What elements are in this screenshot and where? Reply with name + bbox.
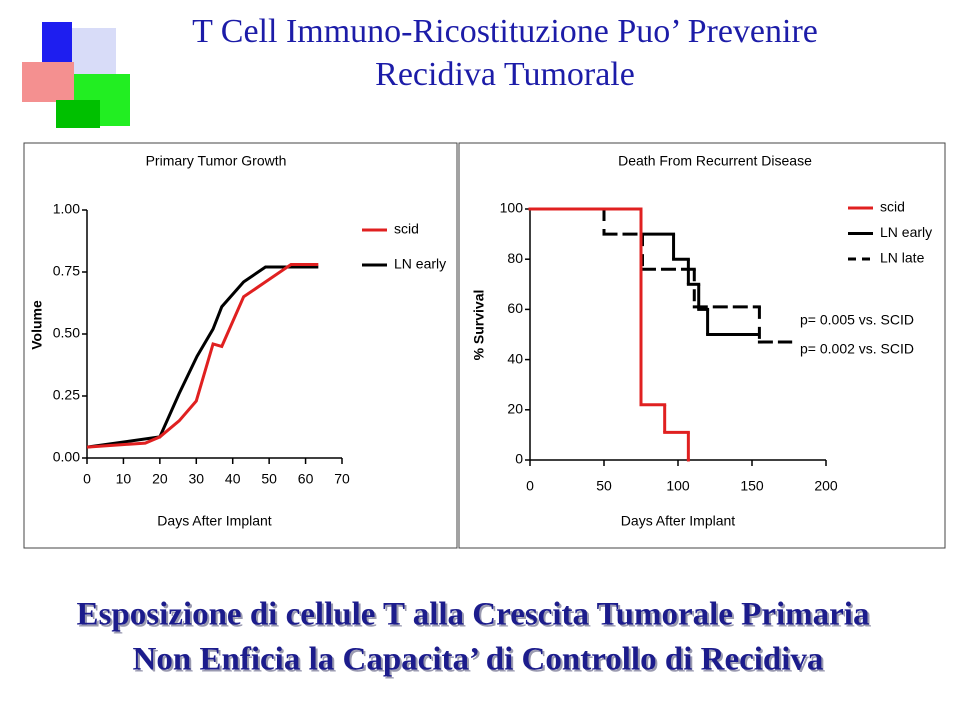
chart-title: Primary Tumor Growth xyxy=(146,153,287,169)
x-tick-label: 30 xyxy=(188,471,204,487)
y-tick-label: 0.50 xyxy=(53,325,80,341)
x-axis-label: Days After Implant xyxy=(621,513,735,529)
x-tick-label: 0 xyxy=(83,471,91,487)
x-tick-label: 20 xyxy=(152,471,168,487)
deco-square xyxy=(22,62,74,102)
legend-label: LN early xyxy=(880,224,932,240)
legend-label: scid xyxy=(394,221,419,237)
y-tick-label: 0.25 xyxy=(53,387,80,403)
y-tick-label: 80 xyxy=(507,250,523,266)
x-tick-label: 10 xyxy=(116,471,132,487)
x-tick-label: 0 xyxy=(526,478,534,494)
y-tick-label: 20 xyxy=(507,401,523,417)
deco-square xyxy=(42,22,72,66)
deco-square xyxy=(72,28,116,80)
legend-label: LN late xyxy=(880,250,925,266)
annotation: p= 0.002 vs. SCID xyxy=(800,341,914,357)
x-tick-label: 100 xyxy=(666,478,690,494)
y-tick-label: 0.75 xyxy=(53,263,80,279)
x-tick-label: 150 xyxy=(740,478,764,494)
y-tick-label: 100 xyxy=(500,200,524,216)
x-axis-label: Days After Implant xyxy=(157,513,271,529)
slide-title: T Cell Immuno-Ricostituzione Puo’ Preven… xyxy=(192,13,818,50)
y-tick-label: 40 xyxy=(507,350,523,366)
caption-shadow: Esposizione di cellule T alla Crescita T… xyxy=(79,599,872,635)
data-line xyxy=(86,263,319,449)
y-axis-label: % Survival xyxy=(471,290,487,361)
x-tick-label: 200 xyxy=(814,478,838,494)
x-tick-label: 40 xyxy=(225,471,241,487)
panel xyxy=(458,142,946,549)
slide-title: Recidiva Tumorale xyxy=(375,56,635,93)
y-tick-label: 1.00 xyxy=(53,201,80,217)
panel xyxy=(23,142,458,549)
chart-title: Death From Recurrent Disease xyxy=(618,153,812,169)
x-tick-label: 50 xyxy=(596,478,612,494)
caption: Esposizione di cellule T alla Crescita T… xyxy=(77,597,870,633)
legend-label: scid xyxy=(880,199,905,215)
y-tick-label: 0.00 xyxy=(53,449,80,465)
x-tick-label: 50 xyxy=(261,471,277,487)
legend-label: LN early xyxy=(394,256,446,272)
x-tick-label: 60 xyxy=(298,471,314,487)
caption-shadow: Non Enficia la Capacita’ di Controllo di… xyxy=(135,644,826,680)
caption: Non Enficia la Capacita’ di Controllo di… xyxy=(133,642,824,678)
y-tick-label: 0 xyxy=(515,451,523,467)
y-tick-label: 60 xyxy=(507,300,523,316)
data-line xyxy=(86,265,319,449)
x-tick-label: 70 xyxy=(334,471,350,487)
deco-square xyxy=(56,100,100,128)
annotation: p= 0.005 vs. SCID xyxy=(800,312,914,328)
y-axis-label: Volume xyxy=(29,300,45,350)
